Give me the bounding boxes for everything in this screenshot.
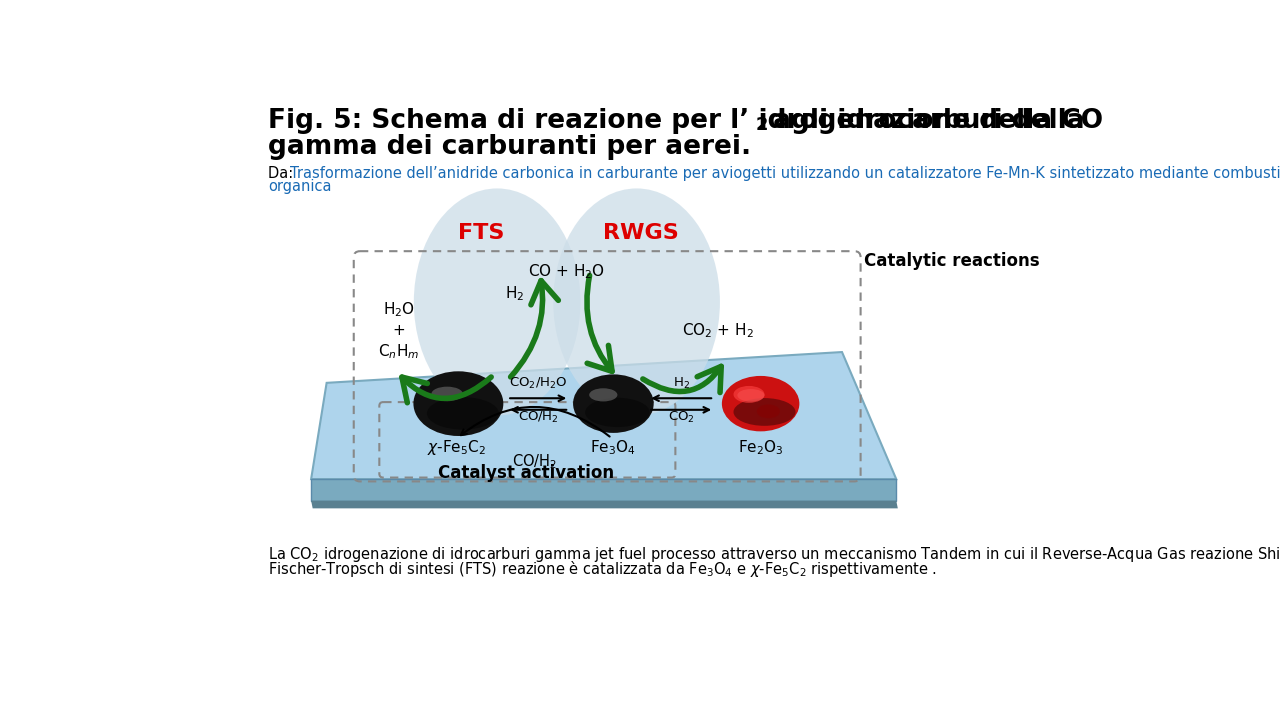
- Text: H$_2$O
+
C$_n$H$_m$: H$_2$O + C$_n$H$_m$: [378, 300, 420, 361]
- Ellipse shape: [413, 372, 503, 436]
- Ellipse shape: [413, 189, 580, 415]
- Text: Catalyst activation: Catalyst activation: [438, 464, 614, 482]
- Polygon shape: [311, 500, 897, 508]
- FancyArrowPatch shape: [402, 377, 492, 402]
- Ellipse shape: [733, 398, 795, 426]
- Text: H$_2$: H$_2$: [673, 377, 690, 391]
- Text: CO$_2$ + H$_2$: CO$_2$ + H$_2$: [682, 321, 754, 340]
- Text: CO$_2$: CO$_2$: [668, 410, 695, 425]
- Ellipse shape: [431, 387, 463, 401]
- Text: agli idrocarburi della: agli idrocarburi della: [764, 108, 1084, 134]
- FancyArrowPatch shape: [511, 281, 558, 377]
- Text: CO$_2$/H$_2$O: CO$_2$/H$_2$O: [509, 377, 567, 391]
- Ellipse shape: [722, 376, 800, 431]
- Text: CO/H$_2$: CO/H$_2$: [512, 452, 557, 471]
- Ellipse shape: [553, 189, 719, 415]
- Text: $\chi$-Fe$_5$C$_2$: $\chi$-Fe$_5$C$_2$: [428, 438, 486, 457]
- Text: Fischer-Tropsch di sintesi (FTS) reazione è catalizzata da Fe$_3$O$_4$ e $\chi$-: Fischer-Tropsch di sintesi (FTS) reazion…: [269, 559, 937, 579]
- Polygon shape: [311, 479, 896, 500]
- Ellipse shape: [589, 388, 617, 402]
- Text: CO + H$_2$O: CO + H$_2$O: [529, 262, 605, 281]
- Ellipse shape: [756, 405, 780, 418]
- Ellipse shape: [737, 389, 764, 402]
- Text: RWGS: RWGS: [603, 223, 678, 243]
- Text: Catalytic reactions: Catalytic reactions: [864, 252, 1039, 270]
- Text: organica: organica: [269, 179, 332, 194]
- Text: 2: 2: [755, 116, 768, 134]
- Ellipse shape: [573, 374, 654, 433]
- FancyArrowPatch shape: [588, 276, 612, 372]
- Text: Fe$_2$O$_3$: Fe$_2$O$_3$: [737, 438, 783, 457]
- Ellipse shape: [585, 397, 650, 427]
- Polygon shape: [311, 352, 896, 479]
- Text: Fe$_3$O$_4$: Fe$_3$O$_4$: [590, 438, 636, 457]
- Text: Fig. 5: Schema di reazione per l’ idrogenazione della CO: Fig. 5: Schema di reazione per l’ idroge…: [269, 108, 1103, 134]
- Text: FTS: FTS: [458, 223, 504, 243]
- Text: Fig. 5: Schema di reazione per l’ idrogenazione della CO: Fig. 5: Schema di reazione per l’ idroge…: [269, 108, 1103, 134]
- Text: H$_2$: H$_2$: [506, 284, 525, 303]
- Ellipse shape: [428, 397, 499, 430]
- Text: Trasformazione dell’anidride carbonica in carburante per aviogetti utilizzando u: Trasformazione dell’anidride carbonica i…: [291, 166, 1280, 181]
- FancyArrowPatch shape: [643, 366, 721, 392]
- Text: Da:: Da:: [269, 166, 298, 181]
- Text: gamma dei carburanti per aerei.: gamma dei carburanti per aerei.: [269, 134, 751, 160]
- Ellipse shape: [733, 386, 764, 403]
- Text: La CO$_2$ idrogenazione di idrocarburi gamma jet fuel processo attraverso un mec: La CO$_2$ idrogenazione di idrocarburi g…: [269, 544, 1280, 564]
- Text: CO/H$_2$: CO/H$_2$: [517, 410, 558, 425]
